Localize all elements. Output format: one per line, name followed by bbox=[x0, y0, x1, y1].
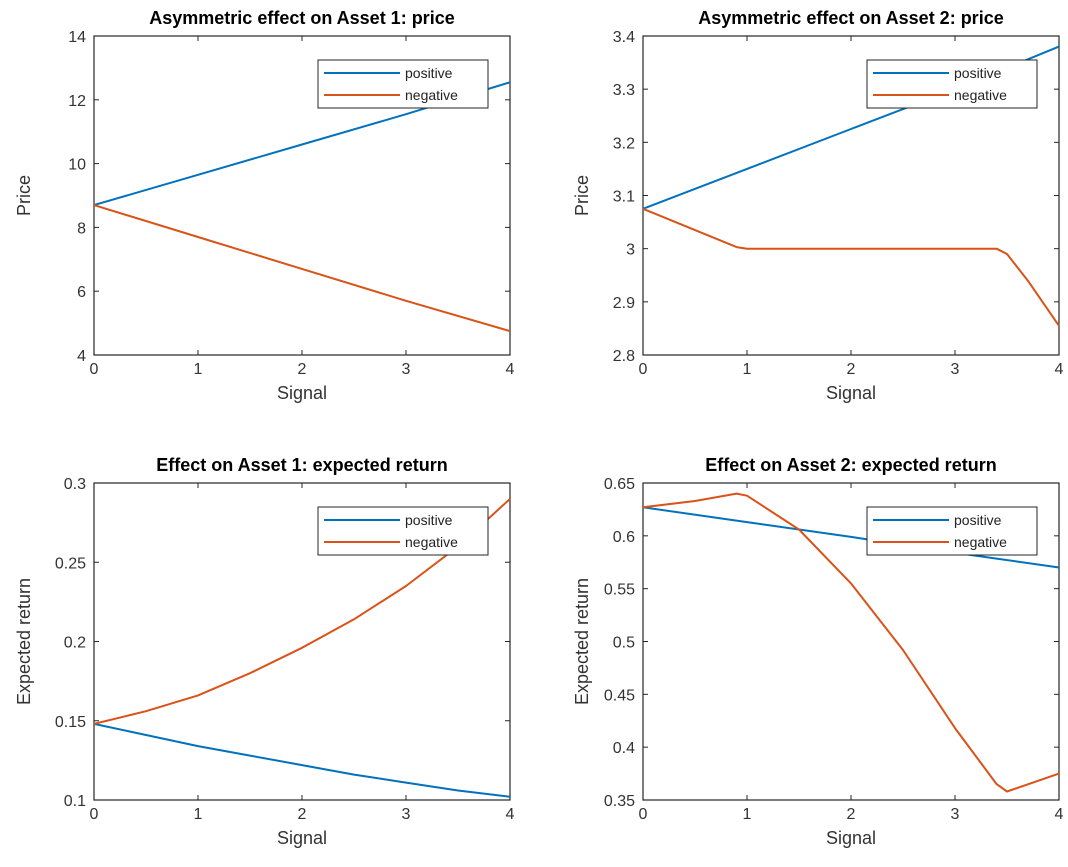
legend-label-positive: positive bbox=[954, 65, 1002, 81]
x-tick-label: 4 bbox=[1055, 361, 1064, 378]
y-tick-label: 0.35 bbox=[604, 793, 635, 810]
legend-box bbox=[866, 59, 1038, 109]
legend-label-negative: negative bbox=[954, 87, 1007, 103]
y-tick-label: 0.15 bbox=[55, 714, 86, 731]
x-tick-label: 0 bbox=[639, 361, 648, 378]
series-line-negative bbox=[93, 204, 511, 333]
series-line-negative bbox=[93, 498, 511, 725]
x-tick-label: 2 bbox=[847, 361, 856, 378]
x-axis-label: Signal bbox=[277, 828, 327, 848]
legend: positive negative bbox=[866, 59, 1038, 109]
plot-title: Effect on Asset 2: expected return bbox=[705, 455, 996, 475]
y-tick-label: 2.8 bbox=[613, 348, 635, 365]
x-tick-label: 4 bbox=[506, 806, 515, 823]
y-tick-label: 0.65 bbox=[604, 476, 635, 493]
y-tick-label: 10 bbox=[68, 157, 86, 174]
y-axis-label: Price bbox=[14, 175, 34, 216]
legend-label-negative: negative bbox=[954, 534, 1007, 550]
x-tick-label: 2 bbox=[298, 806, 307, 823]
subplot-3: 0 1 2 3 4 0.1 0.15 0.2 0.25 0.3 Effect on Asset 1:… bbox=[14, 455, 515, 848]
x-tick-label: 3 bbox=[402, 806, 411, 823]
y-tick-label: 0.4 bbox=[613, 740, 635, 757]
x-axis-label: Signal bbox=[826, 828, 876, 848]
legend-label-positive: positive bbox=[954, 512, 1002, 528]
plot-title: Asymmetric effect on Asset 2: price bbox=[698, 8, 1003, 28]
x-tick-label: 3 bbox=[951, 361, 960, 378]
y-tick-label: 3 bbox=[626, 242, 635, 259]
y-tick-label: 0.25 bbox=[55, 555, 86, 572]
legend: positive negative bbox=[866, 506, 1038, 556]
y-axis-label: Expected return bbox=[572, 578, 592, 705]
y-tick-label: 3.1 bbox=[613, 189, 635, 206]
x-tick-label: 2 bbox=[847, 806, 856, 823]
y-tick-label: 4 bbox=[77, 348, 86, 365]
y-tick-label: 2.9 bbox=[613, 295, 635, 312]
x-tick-label: 3 bbox=[951, 806, 960, 823]
y-axis-label: Expected return bbox=[14, 578, 34, 705]
legend-label-negative: negative bbox=[405, 534, 458, 550]
y-tick-label: 0.6 bbox=[613, 529, 635, 546]
x-tick-label: 1 bbox=[194, 361, 203, 378]
series-line-positive bbox=[642, 506, 1060, 569]
legend-box bbox=[317, 59, 489, 109]
legend-box bbox=[866, 506, 1038, 556]
y-axis-label: Price bbox=[572, 175, 592, 216]
subplot-4: 0 1 2 3 4 0.35 0.4 0.45 0.5 0.55 0.6 0.65 Effect on … bbox=[572, 455, 1064, 848]
series-line-negative bbox=[642, 492, 1060, 793]
y-tick-label: 0.55 bbox=[604, 582, 635, 599]
x-tick-label: 2 bbox=[298, 361, 307, 378]
legend-box bbox=[317, 506, 489, 556]
x-tick-label: 4 bbox=[506, 361, 515, 378]
y-tick-label: 8 bbox=[77, 220, 86, 237]
subplot-2: 0 1 2 3 4 2.8 2.9 3 3.1 3.2 3.3 3.4 Asymmetric effec… bbox=[572, 8, 1064, 403]
y-tick-label: 6 bbox=[77, 284, 86, 301]
y-tick-label: 0.1 bbox=[64, 793, 86, 810]
series-line-negative bbox=[642, 207, 1060, 327]
x-tick-label: 0 bbox=[90, 806, 99, 823]
x-tick-label: 1 bbox=[743, 806, 752, 823]
y-tick-label: 3.3 bbox=[613, 82, 635, 99]
legend: positive negative bbox=[317, 506, 489, 556]
y-tick-label: 3.2 bbox=[613, 135, 635, 152]
x-tick-label: 1 bbox=[194, 806, 203, 823]
legend-label-negative: negative bbox=[405, 87, 458, 103]
legend: positive negative bbox=[317, 59, 489, 109]
x-tick-label: 1 bbox=[743, 361, 752, 378]
y-tick-label: 0.5 bbox=[613, 635, 635, 652]
x-axis-label: Signal bbox=[277, 383, 327, 403]
x-tick-label: 0 bbox=[639, 806, 648, 823]
plot-title: Asymmetric effect on Asset 1: price bbox=[149, 8, 454, 28]
y-tick-label: 0.3 bbox=[64, 476, 86, 493]
y-tick-label: 12 bbox=[68, 93, 86, 110]
x-tick-label: 4 bbox=[1055, 806, 1064, 823]
plot-title: Effect on Asset 1: expected return bbox=[156, 455, 447, 475]
x-axis-label: Signal bbox=[826, 383, 876, 403]
y-tick-label: 3.4 bbox=[613, 29, 635, 46]
legend-label-positive: positive bbox=[405, 65, 453, 81]
x-tick-label: 0 bbox=[90, 361, 99, 378]
legend-label-positive: positive bbox=[405, 512, 453, 528]
y-tick-label: 0.2 bbox=[64, 635, 86, 652]
series-line-positive bbox=[93, 722, 511, 798]
y-tick-label: 0.45 bbox=[604, 687, 635, 704]
y-tick-label: 14 bbox=[68, 29, 86, 46]
x-tick-label: 3 bbox=[402, 361, 411, 378]
